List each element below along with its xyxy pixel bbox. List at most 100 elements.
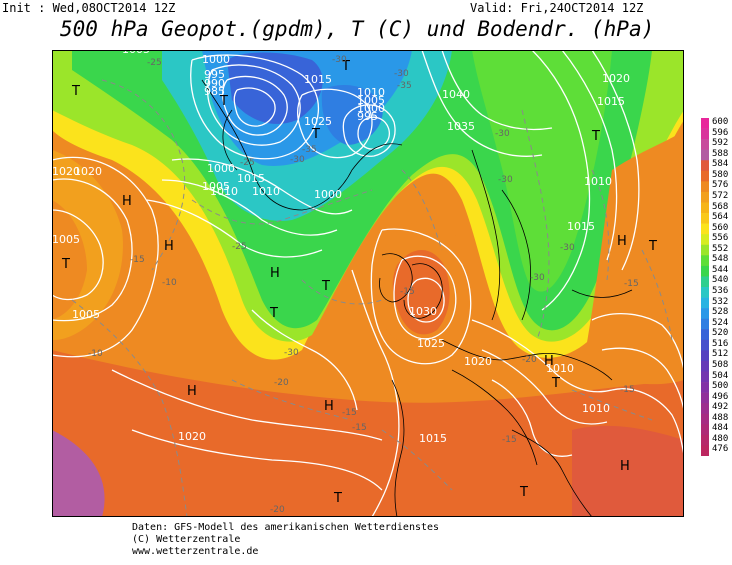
colorbar-label: 488 [712,412,729,423]
isobar-label: 1020 [178,430,206,443]
colorbar-label: 584 [712,159,729,170]
colorbar-label: 520 [712,328,729,339]
temp-label: -30 [530,273,545,283]
colorbar-swatch [701,213,709,224]
colorbar-swatch [701,181,709,193]
colorbar-swatch [701,339,709,351]
colorbar-swatch [701,276,709,288]
colorbar-swatch [701,318,709,330]
isobar-label: 1010 [357,86,385,99]
low-label: T [341,59,350,74]
low-label: T [591,129,600,144]
colorbar-swatch [701,445,709,456]
isobar-label: 1020 [52,165,80,178]
footer-copyright: (C) Wetterzentrale [132,534,241,545]
colorbar-swatch [701,202,709,214]
colorbar-swatch [701,371,709,383]
colorbar-label: 516 [712,338,729,349]
colorbar-swatch [701,350,709,362]
coastlines [201,79,633,517]
isobar-label: 995 [204,68,225,81]
temp-label: -15 [342,408,357,418]
high-label: H [122,194,132,209]
map-labels: H H H H H H H H T T T T T T T T T T T T … [52,50,657,515]
isobar-label: 1040 [442,88,470,101]
colorbar-swatch [701,297,709,309]
colorbar-label: 600 [712,117,729,127]
isobar-label: 995 [357,110,378,123]
temp-label: -20 [274,378,289,388]
low-label: T [311,127,320,142]
temp-label: -30 [394,69,409,79]
field-584-se [572,425,684,517]
colorbar-label: 568 [712,201,729,212]
low-label: T [219,94,228,109]
colorbar-swatch [701,382,709,393]
isotherms [71,79,673,517]
colorbar-label: 588 [712,148,729,159]
colorbar-swatch [701,287,709,298]
isobar-label: 1010 [546,362,574,375]
temp-label: -15 [352,423,367,433]
low-label: T [519,485,528,500]
colorbar-swatch [701,392,709,404]
colorbar-label: 556 [712,233,729,244]
weather-map: H H H H H H H H T T T T T T T T T T T T … [52,50,684,517]
temp-label: -15 [502,435,517,445]
high-label: H [544,354,554,369]
isobar-label: 1015 [304,73,332,86]
colorbar-label: 580 [712,169,729,180]
isobar-label: 1000 [202,53,230,66]
high-label: H [270,266,280,281]
temp-label: -20 [522,355,537,365]
colorbar-swatch [701,170,709,182]
isobar-label: 990 [204,77,225,90]
isobar-label: 1035 [447,120,475,133]
isobar-label: 1010 [210,185,238,198]
colorbar-swatch [701,308,709,319]
colorbar-swatch [701,128,709,140]
isobar-label: 1005 [122,50,150,56]
colorbar-label: 480 [712,433,729,444]
footer: Daten: GFS-Modell des amerikanischen Wet… [132,522,439,558]
colorbar-label: 592 [712,138,729,149]
isobar-label: 1030 [409,305,437,318]
low-label: T [648,239,657,254]
temp-label: -15 [620,385,635,395]
field-548-east [472,50,612,292]
colorbar-swatch [701,223,709,235]
isobar-label: 1020 [74,165,102,178]
colorbar-label: 512 [712,349,729,360]
colorbar-label: 496 [712,391,729,402]
isobar-label: 1010 [584,175,612,188]
isobar-label: 1010 [252,185,280,198]
temp-label: -10 [88,349,103,359]
temp-label: -30 [332,55,347,65]
colorbar-swatch [701,403,709,415]
low-label: T [551,376,560,391]
temp-label: -30 [284,348,299,358]
field-580 [52,350,684,517]
temp-label: -35 [397,81,412,91]
isobar-label: 1020 [602,72,630,85]
isobar-label: 1015 [237,172,265,185]
temp-label: -30 [498,175,513,185]
colorbar-label: 484 [712,423,729,434]
isobar-label: 1010 [582,402,610,415]
high-label: H [617,234,627,249]
map-title: 500 hPa Geopot.(gpdm), T (C) und Bodendr… [60,17,655,41]
colorbar-swatch [701,434,709,446]
colorbar-label: 544 [712,264,729,275]
isobar-label: 1005 [52,233,80,246]
field-520-b [321,85,383,145]
low-label: T [61,257,70,272]
colorbar-label: 504 [712,370,729,381]
colorbar-label: 560 [712,222,729,233]
colorbar-label: 492 [712,402,729,413]
high-label: H [324,399,334,414]
high-label: H [164,239,174,254]
isobar-label: 1000 [357,102,385,115]
temp-label: -15 [130,255,145,265]
temp-label: -15 [400,287,415,297]
valid-time: Valid: Fri,24OCT2014 12Z [470,1,644,15]
